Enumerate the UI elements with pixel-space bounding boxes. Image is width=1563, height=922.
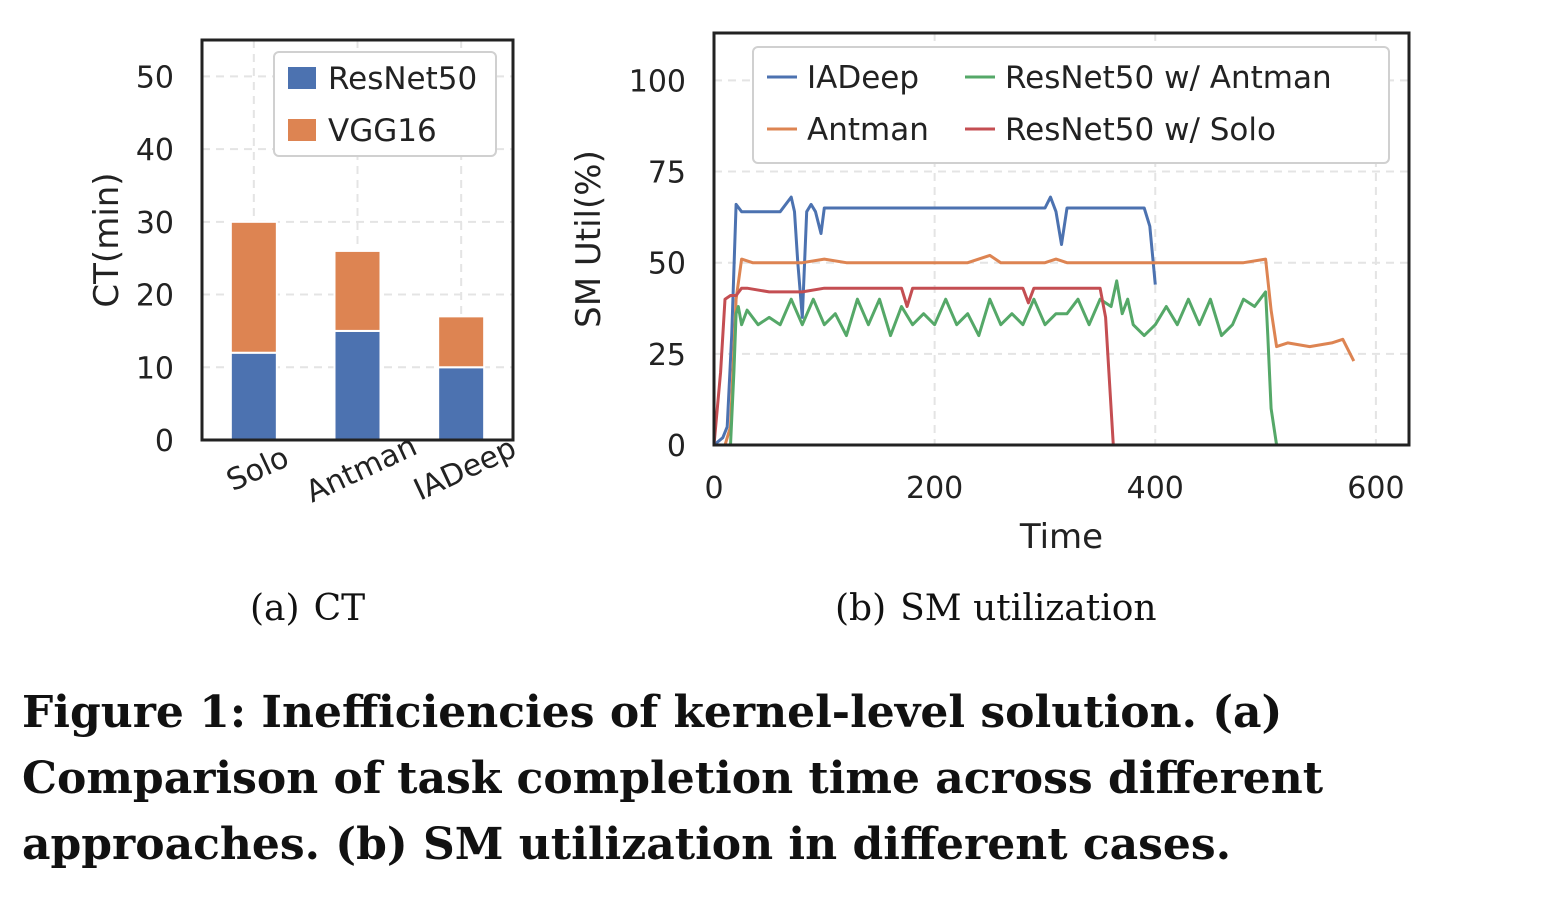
- y-tick-label: 75: [648, 156, 686, 191]
- y-tick-label: 0: [667, 429, 686, 464]
- series-line: [714, 279, 1283, 447]
- y-tick-label: 0: [155, 424, 174, 459]
- y-axis-label: CT(min): [87, 172, 127, 307]
- chart-b: 0 25 50 75 100 0 200 400 600 Time SM Util(%) IADeep…: [569, 31, 1411, 557]
- bar: [229, 220, 278, 354]
- figure-caption: Figure 1: Inefficiencies of kernel-level…: [22, 687, 1324, 870]
- bar: [333, 329, 382, 441]
- plot-frame-b: [712, 31, 1411, 447]
- x-tick-label: 600: [1347, 471, 1404, 506]
- legend-box-b: [752, 46, 1390, 164]
- bar: [229, 351, 278, 441]
- x-tick-label: IADeep: [409, 431, 522, 509]
- legend-box-a: [273, 51, 497, 157]
- legend-label: Antman: [807, 112, 929, 148]
- x-tick-label: 0: [704, 471, 723, 506]
- legend-label: VGG16: [328, 113, 437, 149]
- y-tick-label: 25: [648, 338, 686, 373]
- y-tick-label: 10: [136, 351, 174, 386]
- y-tick-label: 50: [136, 60, 174, 95]
- y-tick-label: 100: [629, 64, 686, 99]
- y-tick-label: 40: [136, 133, 174, 168]
- x-tick-label: Solo: [221, 440, 294, 499]
- subcaption-b: (b) SM utilization: [835, 588, 1157, 629]
- bar: [333, 249, 382, 332]
- plot-frame-a: [200, 38, 515, 442]
- bar: [437, 366, 486, 442]
- x-axis-label: Time: [1019, 517, 1103, 557]
- y-tick-label: 20: [136, 279, 174, 314]
- series-line: [713, 195, 1157, 447]
- y-tick-label: 30: [136, 206, 174, 241]
- legend-label: ResNet50 w/ Solo: [1005, 112, 1276, 148]
- x-tick-label: 400: [1127, 471, 1184, 506]
- y-axis-label: SM Util(%): [569, 150, 609, 328]
- subcaption-a: (a) CT: [250, 588, 365, 629]
- y-tick-label: 50: [648, 247, 686, 282]
- subcaption-a-label: (a): [250, 588, 300, 629]
- x-tick-label: 200: [906, 471, 963, 506]
- subcaption-b-text: SM utilization: [900, 588, 1157, 629]
- subcaption-b-label: (b): [835, 588, 887, 629]
- legend-label: ResNet50: [328, 61, 477, 97]
- series-line: [714, 253, 1356, 447]
- subcaption-a-text: CT: [313, 588, 366, 629]
- legend-label: ResNet50 w/ Antman: [1005, 60, 1332, 96]
- legend-label: IADeep: [807, 60, 919, 96]
- bar: [437, 315, 486, 369]
- legend-swatch: [288, 67, 316, 89]
- legend-swatch: [288, 119, 316, 141]
- series-line: [712, 286, 1117, 447]
